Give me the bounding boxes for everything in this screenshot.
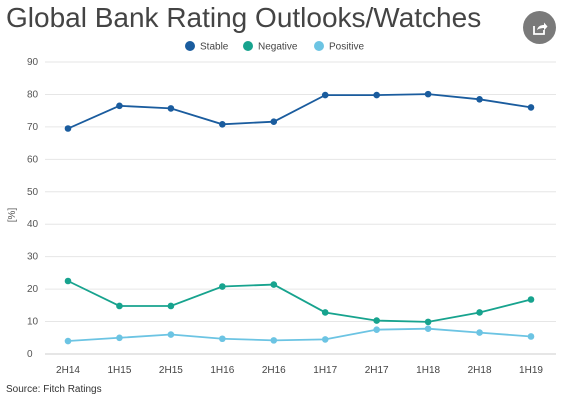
data-point[interactable] <box>373 91 380 99</box>
legend-marker <box>185 41 195 51</box>
x-tick-label: 1H17 <box>313 365 337 376</box>
page-title: Global Bank Rating Outlooks/Watches <box>6 2 482 33</box>
series-line <box>67 280 532 323</box>
data-point[interactable] <box>476 309 483 316</box>
y-tick-label: 90 <box>27 57 39 68</box>
data-point[interactable] <box>219 335 226 343</box>
data-point[interactable] <box>116 302 123 310</box>
y-axis-label: [%] <box>7 208 18 223</box>
data-point[interactable] <box>116 102 123 110</box>
legend-label: Positive <box>329 42 364 53</box>
y-tick-label: 20 <box>27 284 39 295</box>
series-stable <box>64 90 535 132</box>
data-point[interactable] <box>64 277 72 285</box>
y-tick-label: 10 <box>27 317 39 328</box>
x-tick-label: 2H15 <box>159 365 183 376</box>
data-point[interactable] <box>424 90 432 98</box>
source-note: Source: Fitch Ratings <box>6 384 102 395</box>
data-point[interactable] <box>270 118 278 125</box>
y-tick-label: 50 <box>27 187 39 198</box>
legend-item-negative[interactable]: Negative <box>243 41 298 53</box>
data-point[interactable] <box>167 105 175 112</box>
legend-marker <box>314 41 324 51</box>
x-tick-labels: 2H14 1H15 2H15 1H16 2H16 1H17 2H17 1H18 2H18 1H19 <box>56 365 543 376</box>
data-point[interactable] <box>270 281 278 288</box>
y-tick-label: 30 <box>27 252 39 263</box>
data-point[interactable] <box>373 326 380 333</box>
data-point[interactable] <box>476 329 483 336</box>
data-point[interactable] <box>64 337 72 345</box>
legend-label: Negative <box>258 42 298 53</box>
grid-lines <box>45 61 556 355</box>
y-tick-labels: 0 10 20 30 40 50 60 70 80 90 <box>27 57 39 360</box>
data-point[interactable] <box>321 309 329 316</box>
y-tick-label: 70 <box>27 122 39 133</box>
share-icon <box>532 22 547 35</box>
legend: Stable Negative Positive <box>185 41 364 53</box>
data-point[interactable] <box>527 333 535 340</box>
series-line <box>67 327 532 342</box>
x-tick-label: 2H16 <box>262 365 286 376</box>
data-point[interactable] <box>219 120 226 128</box>
data-point[interactable] <box>270 337 278 344</box>
data-point[interactable] <box>424 325 432 332</box>
data-point[interactable] <box>321 336 329 343</box>
legend-item-positive[interactable]: Positive <box>314 41 364 53</box>
data-point[interactable] <box>321 91 329 99</box>
x-tick-label: 2H14 <box>56 365 80 376</box>
legend-label: Stable <box>200 42 229 53</box>
x-tick-label: 2H18 <box>468 365 492 376</box>
x-tick-label: 1H18 <box>416 365 440 376</box>
share-button[interactable] <box>523 11 556 44</box>
series-lines <box>64 90 535 345</box>
x-tick-label: 1H15 <box>107 365 131 376</box>
data-point[interactable] <box>219 283 226 290</box>
series-line <box>67 93 532 130</box>
y-tick-label: 40 <box>27 219 39 230</box>
data-point[interactable] <box>373 317 380 324</box>
data-point[interactable] <box>167 302 175 310</box>
legend-marker <box>243 41 253 51</box>
y-tick-label: 60 <box>27 154 39 165</box>
y-tick-label: 80 <box>27 89 39 100</box>
x-tick-label: 1H19 <box>519 365 543 376</box>
data-point[interactable] <box>64 125 72 132</box>
legend-item-stable[interactable]: Stable <box>185 41 229 53</box>
series-negative <box>64 277 535 326</box>
data-point[interactable] <box>527 296 535 303</box>
data-point[interactable] <box>424 318 432 326</box>
series-positive <box>64 325 535 345</box>
data-point[interactable] <box>116 334 123 342</box>
data-point[interactable] <box>527 104 535 111</box>
data-point[interactable] <box>167 331 175 338</box>
x-tick-label: 1H16 <box>210 365 234 376</box>
y-tick-label: 0 <box>27 349 33 360</box>
data-point[interactable] <box>476 96 483 103</box>
x-tick-label: 2H17 <box>365 365 389 376</box>
